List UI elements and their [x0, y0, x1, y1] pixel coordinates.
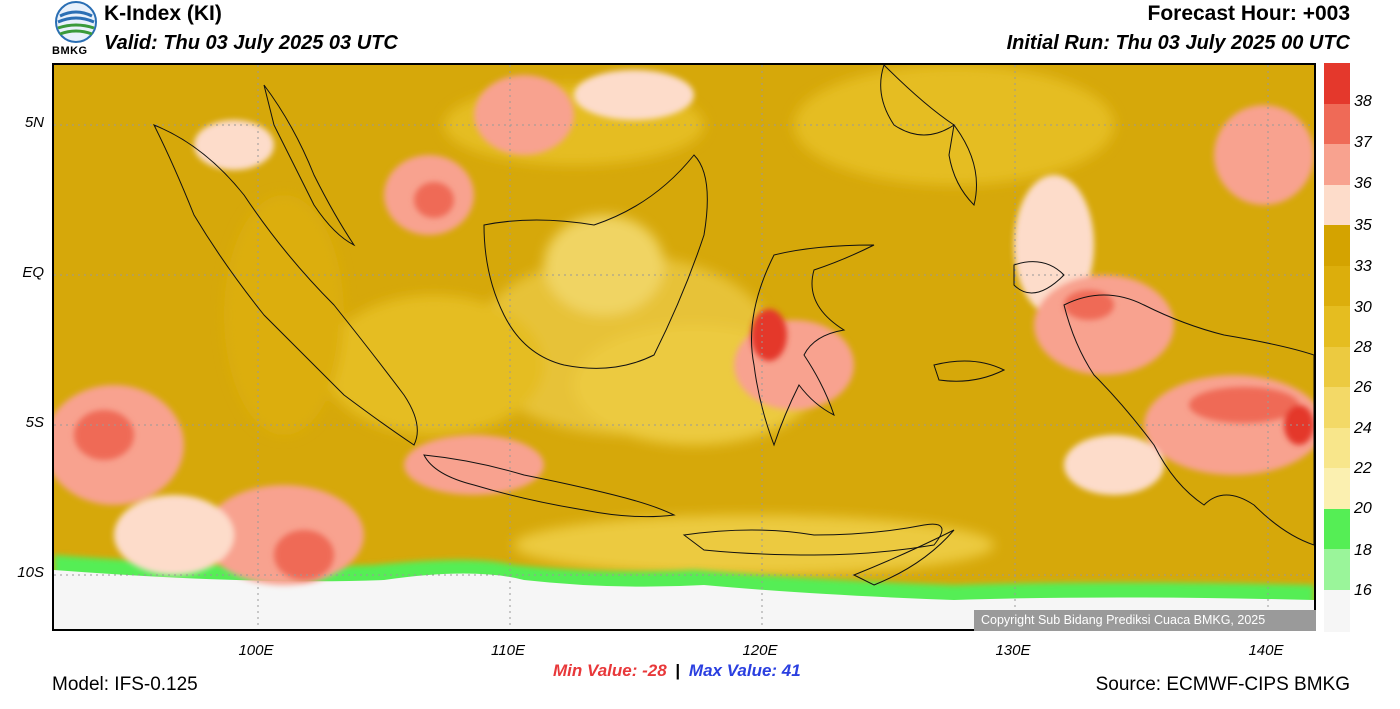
colorbar-seg [1324, 346, 1350, 387]
colorbar-label: 26 [1354, 379, 1372, 396]
chart-title: K-Index (KI) [104, 2, 222, 25]
colorbar-seg [1324, 589, 1350, 632]
lat-label-eq: EQ [22, 264, 44, 281]
max-value: Max Value: 41 [688, 661, 801, 680]
logo-text: BMKG [52, 45, 88, 57]
colorbar-seg [1324, 549, 1350, 590]
colorbar-label: 24 [1354, 420, 1372, 437]
lon-label-100e: 100E [238, 642, 274, 659]
min-max-separator: | [675, 661, 681, 680]
lat-lon-grid [54, 65, 1314, 629]
lat-label-5n: 5N [24, 114, 44, 131]
lon-label-120e: 120E [742, 642, 778, 659]
colorbar-label: 22 [1354, 460, 1372, 477]
colorbar-label: 16 [1354, 582, 1372, 599]
colorbar [1324, 63, 1350, 632]
colorbar-seg [1324, 184, 1350, 225]
lon-label-140e: 140E [1248, 642, 1284, 659]
colorbar-label: 36 [1354, 175, 1372, 192]
lat-label-5s: 5S [25, 414, 44, 431]
colorbar-seg [1324, 63, 1350, 104]
source-label: Source: ECMWF-CIPS BMKG [1095, 674, 1350, 695]
map-canvas [54, 65, 1314, 629]
lon-label-110e: 110E [491, 642, 525, 659]
model-label: Model: IFS-0.125 [52, 674, 198, 695]
colorbar-label: 30 [1354, 299, 1372, 316]
forecast-hour: Forecast Hour: +003 [1147, 2, 1351, 25]
colorbar-label: 35 [1354, 217, 1372, 234]
colorbar-label: 37 [1354, 134, 1372, 151]
highest-k-cores [74, 182, 1314, 580]
valid-time: Valid: Thu 03 July 2025 03 UTC [104, 32, 398, 54]
lat-label-10s: 10S [17, 564, 44, 581]
colorbar-label: 38 [1354, 93, 1372, 110]
colorbar-label: 33 [1354, 258, 1372, 275]
colorbar-seg [1324, 144, 1350, 185]
colorbar-label: 18 [1354, 542, 1372, 559]
colorbar-seg [1324, 427, 1350, 468]
min-value: Min Value: -28 [553, 661, 667, 680]
colorbar-seg [1324, 103, 1350, 144]
initial-run: Initial Run: Thu 03 July 2025 00 UTC [1006, 32, 1350, 54]
colorbar-seg [1324, 508, 1350, 549]
copyright-notice: Copyright Sub Bidang Prediksi Cuaca BMKG… [974, 610, 1316, 631]
k-index-map [52, 63, 1316, 631]
colorbar-seg [1324, 265, 1350, 306]
colorbar-seg [1324, 468, 1350, 509]
colorbar-label: 20 [1354, 500, 1372, 517]
lon-label-130e: 130E [995, 642, 1031, 659]
colorbar-label: 28 [1354, 339, 1372, 356]
coastlines [152, 65, 1314, 586]
min-max-values: Min Value: -28 | Max Value: 41 [553, 661, 801, 681]
colorbar-seg [1324, 387, 1350, 428]
bmkg-logo [52, 0, 100, 60]
colorbar-seg [1324, 306, 1350, 347]
colorbar-seg [1324, 225, 1350, 266]
